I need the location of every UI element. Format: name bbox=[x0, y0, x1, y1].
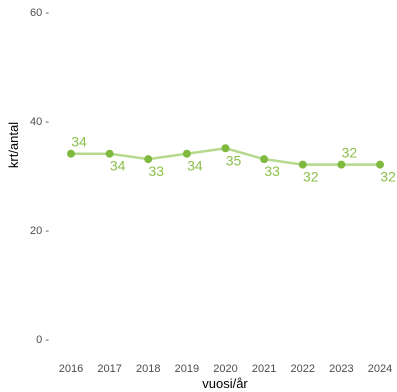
series-group: 34 34 33 34 35 33 32 32 32 bbox=[67, 134, 396, 185]
data-label: 33 bbox=[148, 163, 164, 179]
data-point bbox=[298, 160, 307, 169]
data-label: 32 bbox=[380, 169, 396, 185]
data-label: 32 bbox=[342, 145, 358, 161]
data-point bbox=[182, 149, 191, 158]
x-tick-label: 2018 bbox=[136, 363, 160, 375]
y-tick-label: 60 - bbox=[30, 7, 49, 19]
x-axis-ticks: 2016 2017 2018 2019 2020 2021 2022 2023 2024 bbox=[59, 363, 392, 375]
data-point bbox=[144, 155, 153, 164]
x-tick-label: 2024 bbox=[368, 363, 392, 375]
data-label: 32 bbox=[303, 169, 319, 185]
data-label: 34 bbox=[187, 158, 203, 174]
x-tick-label: 2022 bbox=[291, 363, 315, 375]
y-axis-title: krt/antal bbox=[6, 122, 21, 168]
data-point bbox=[221, 144, 230, 153]
y-tick-label: 0 - bbox=[36, 334, 49, 346]
x-tick-label: 2023 bbox=[329, 363, 353, 375]
x-axis-title: vuosi/år bbox=[202, 376, 248, 391]
data-point bbox=[260, 155, 269, 164]
x-tick-label: 2020 bbox=[213, 363, 237, 375]
x-tick-label: 2021 bbox=[252, 363, 276, 375]
x-tick-label: 2019 bbox=[175, 363, 199, 375]
data-label: 33 bbox=[264, 163, 280, 179]
x-tick-label: 2016 bbox=[59, 363, 83, 375]
y-tick-label: 40 - bbox=[30, 116, 49, 128]
data-label: 34 bbox=[71, 134, 87, 150]
data-label: 35 bbox=[226, 152, 242, 168]
y-axis-ticks: 0 - 20 - 40 - 60 - bbox=[30, 7, 49, 346]
x-tick-label: 2017 bbox=[97, 363, 121, 375]
data-point bbox=[376, 160, 384, 169]
data-label: 34 bbox=[110, 158, 126, 174]
data-point bbox=[337, 160, 346, 169]
y-tick-label: 20 - bbox=[30, 225, 49, 237]
data-point bbox=[67, 149, 75, 158]
data-point bbox=[105, 149, 114, 158]
